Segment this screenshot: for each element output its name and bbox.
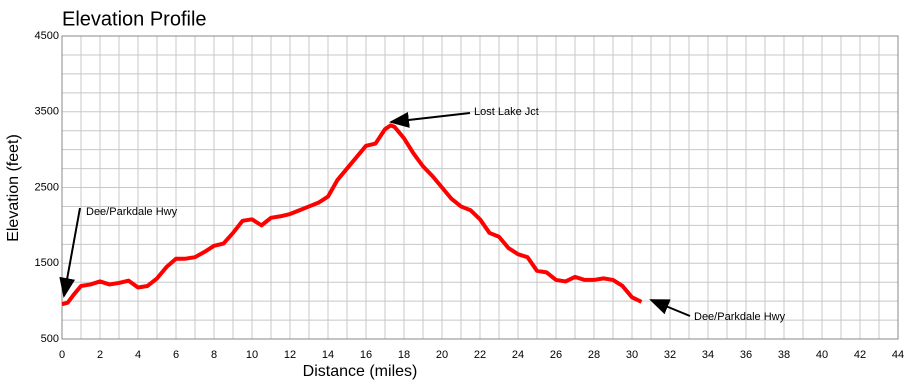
x-tick-label: 16 xyxy=(360,349,372,361)
y-tick-label: 4500 xyxy=(35,30,59,42)
x-tick-label: 28 xyxy=(588,349,600,361)
x-tick-label: 12 xyxy=(284,349,296,361)
x-tick-label: 18 xyxy=(398,349,410,361)
y-axis-label: Elevation (feet) xyxy=(5,134,22,242)
x-tick-label: 34 xyxy=(702,349,714,361)
x-tick-label: 20 xyxy=(436,349,448,361)
x-tick-label: 40 xyxy=(816,349,828,361)
x-tick-label: 4 xyxy=(135,349,141,361)
x-tick-label: 2 xyxy=(97,349,103,361)
x-tick-label: 38 xyxy=(778,349,790,361)
elevation-line xyxy=(61,123,643,307)
arrow xyxy=(649,299,691,317)
x-tick-label: 6 xyxy=(173,349,179,361)
grid xyxy=(61,35,899,340)
y-tick-label: 2500 xyxy=(35,181,59,193)
plot-frame xyxy=(61,35,899,340)
y-tick-label: 1500 xyxy=(35,257,59,269)
x-tick-label: 36 xyxy=(740,349,752,361)
x-tick-label: 14 xyxy=(322,349,334,361)
annotation: Dee/Parkdale Hwy xyxy=(694,311,786,323)
y-tick-label: 500 xyxy=(41,333,59,345)
annotation: Lost Lake Jct xyxy=(474,106,539,118)
x-tick-label: 32 xyxy=(664,349,676,361)
x-tick-label: 8 xyxy=(211,349,217,361)
x-tick-label: 30 xyxy=(626,349,638,361)
x-tick-label: 42 xyxy=(854,349,866,361)
annotation: Dee/Parkdale Hwy xyxy=(86,206,178,218)
x-tick-label: 26 xyxy=(550,349,562,361)
x-tick-label: 10 xyxy=(246,349,258,361)
x-tick-label: 0 xyxy=(59,349,65,361)
chart-title: Elevation Profile xyxy=(62,8,207,30)
y-tick-label: 3500 xyxy=(35,106,59,118)
x-tick-label: 24 xyxy=(512,349,524,361)
x-tick-label: 22 xyxy=(474,349,486,361)
x-tick-label: 44 xyxy=(892,349,904,361)
arrow xyxy=(59,207,81,298)
arrow xyxy=(389,112,471,128)
x-axis-label: Distance (miles) xyxy=(303,363,418,380)
annotations: Dee/Parkdale Hwy Lost Lake Jct Dee/Parkd… xyxy=(59,106,786,323)
